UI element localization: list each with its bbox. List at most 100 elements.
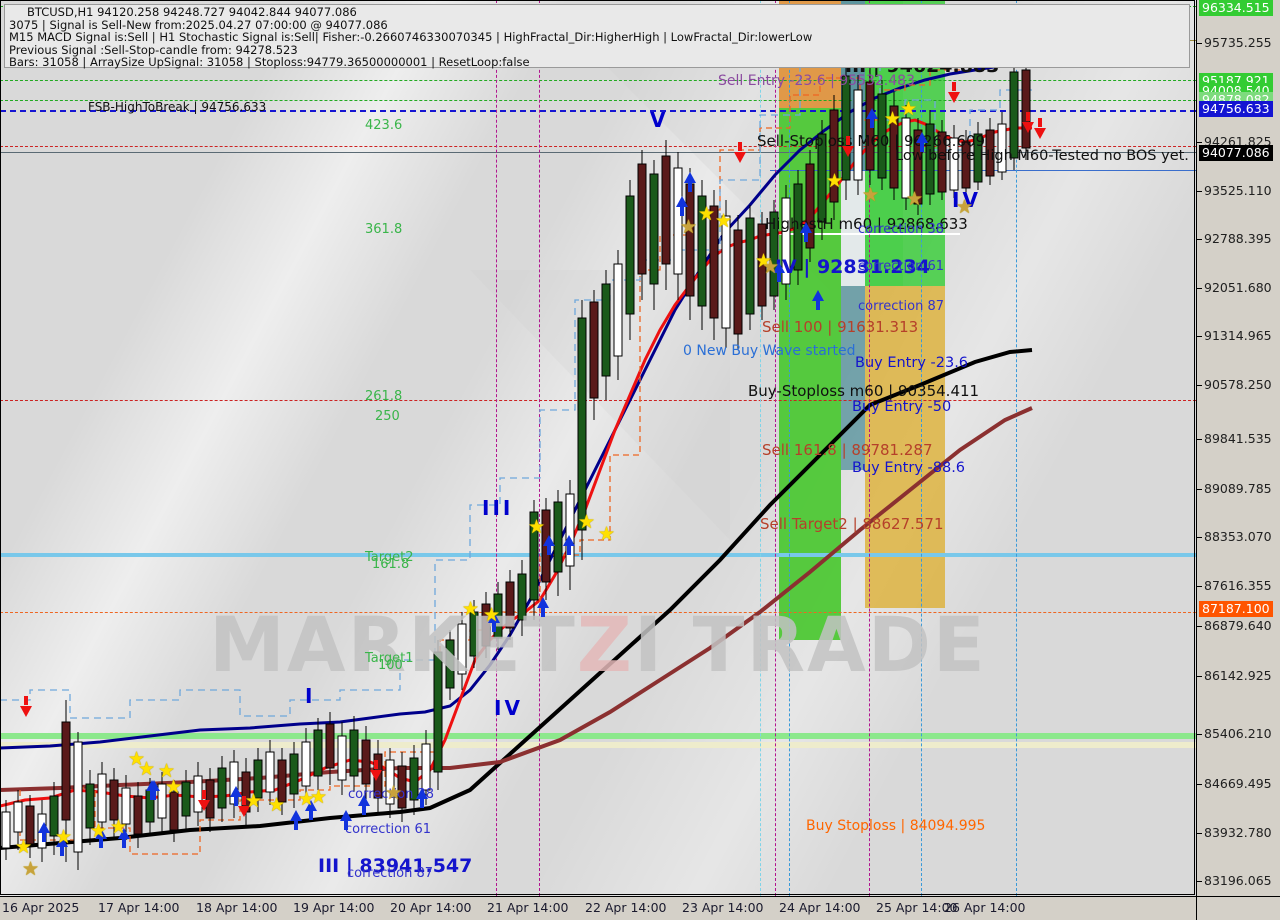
sell-arrow-6-stem xyxy=(846,136,850,145)
sell-arrow-5 xyxy=(1034,128,1046,139)
wave-label-v: V xyxy=(650,108,669,132)
price-tick-5: 91314.965 xyxy=(1197,328,1272,343)
wave-label-iv-left: IV xyxy=(494,696,523,720)
fractal-star-17: ★ xyxy=(128,748,146,770)
price-scale[interactable]: 96334.515 95735.255 95187.921 94008.540 … xyxy=(1196,0,1280,896)
sell-arrow-5-stem xyxy=(1038,118,1042,127)
chart-plot-area[interactable]: MARKETZI TRADE 423.6 361.8 261.8 250 Tar… xyxy=(0,0,1196,896)
fractal-star-27: ★ xyxy=(310,786,328,808)
ma-blue-line xyxy=(0,60,1033,750)
vline-magenta-4 xyxy=(869,0,870,896)
band-gold-1 xyxy=(779,0,841,640)
buy-arrow-18 xyxy=(290,810,302,821)
time-tick-5: 21 Apr 14:00 xyxy=(487,900,569,915)
buy-arrow-6 xyxy=(866,108,878,119)
vline-blue-2 xyxy=(921,0,922,896)
buy-arrow-21-stem xyxy=(362,806,366,815)
channel-lightblue-line xyxy=(0,29,1032,719)
sell-arrow-10-stem xyxy=(374,760,378,769)
vline-magenta-3 xyxy=(775,0,776,896)
time-tick-0: 16 Apr 2025 xyxy=(2,900,80,915)
buy-arrow-6-stem xyxy=(870,119,874,128)
hline-red-dashdot-2 xyxy=(0,400,1196,401)
buy-arrow-16-stem xyxy=(99,839,103,848)
fractal-star-23: ★ xyxy=(110,816,128,838)
fib-label-target1: Target1 xyxy=(365,651,414,666)
annotation-sell-100: Sell 100 | 91631.313 xyxy=(762,318,919,336)
buy-arrow-1 xyxy=(676,196,688,207)
fractal-star-12: ★ xyxy=(578,511,596,533)
price-tick-4: 92051.680 xyxy=(1197,280,1272,295)
fib-label-361: 361.8 xyxy=(365,222,403,237)
time-tick-9: 25 Apr 14:00 xyxy=(876,900,958,915)
info-line-4: Bars: 31058 | ArraySize UpSignal: 31058 … xyxy=(9,55,530,70)
annotation-sell-1618: Sell 161.8 | 89781.287 xyxy=(762,441,933,459)
fractal-star-29: ★ xyxy=(22,858,40,880)
sell-arrow-2-stem xyxy=(952,82,956,91)
fractal-star-11: ★ xyxy=(680,216,698,238)
time-tick-10: 26 Apr 14:00 xyxy=(944,900,1026,915)
annotation-correction-61-top: correction 61 xyxy=(858,259,944,274)
indicator-curves xyxy=(0,29,1033,855)
annotation-correction-87-bottom: correction 87 xyxy=(347,866,433,881)
sell-arrow-4-stem xyxy=(1026,112,1030,121)
vline-cyan-1 xyxy=(760,0,761,896)
annotation-new-buy-wave: 0 New Buy Wave started xyxy=(683,343,856,359)
band-white-1 xyxy=(841,170,865,286)
background-sheen xyxy=(0,0,1196,896)
fractal-star-26: ★ xyxy=(298,788,316,810)
fractal-star-19: ★ xyxy=(158,760,176,782)
info-line-2: M15 MACD Signal is:Sell | H1 Stochastic … xyxy=(9,30,813,45)
vline-magenta-1 xyxy=(496,0,497,896)
hline-blue-dash-1 xyxy=(0,110,1196,112)
buy-arrow-21 xyxy=(358,795,370,806)
fib-label-250: 250 xyxy=(375,409,400,424)
price-tick-14: 84669.495 xyxy=(1197,776,1272,791)
buy-arrow-15 xyxy=(56,836,68,847)
fractal-star-7: ★ xyxy=(698,203,716,225)
sell-arrow-7 xyxy=(20,706,32,717)
price-label-highlight-4: 94756.633 xyxy=(1199,101,1273,117)
annotation-low-before-high: Low before High M60-Tested no BOS yet. xyxy=(895,148,1189,164)
fractal-star-4: ★ xyxy=(862,184,880,206)
band-green-1 xyxy=(779,108,841,640)
buy-arrow-8-stem xyxy=(547,546,551,555)
buy-arrow-18-stem xyxy=(294,821,298,830)
fractal-star-6: ★ xyxy=(956,196,974,218)
price-tick-15: 83932.780 xyxy=(1197,825,1272,840)
fractal-star-21: ★ xyxy=(15,836,33,858)
band-gold-2 xyxy=(865,286,945,608)
buy-arrow-20-stem xyxy=(344,821,348,830)
price-tick-0: 95735.255 xyxy=(1197,35,1272,50)
hline-orange-dash-1 xyxy=(0,612,1196,613)
hline-green-band-1 xyxy=(0,733,1196,739)
fractal-star-13: ★ xyxy=(598,523,616,545)
price-tick-6: 90578.250 xyxy=(1197,377,1272,392)
buy-arrow-7 xyxy=(916,132,928,143)
time-scale[interactable]: 16 Apr 2025 17 Apr 14:00 18 Apr 14:00 19… xyxy=(0,896,1196,920)
buy-arrow-7-stem xyxy=(920,143,924,152)
hline-blue-solid-1 xyxy=(770,170,1196,171)
fib-label-100: 100 xyxy=(378,658,403,673)
wave-label-iv-right: IV xyxy=(952,188,981,212)
vline-blue-1 xyxy=(789,0,790,896)
price-tick-8: 89089.785 xyxy=(1197,481,1272,496)
sell-arrow-8 xyxy=(198,800,210,811)
hline-cream-1 xyxy=(0,742,1196,748)
sell-arrow-8-stem xyxy=(202,790,206,799)
buy-arrow-19 xyxy=(305,800,317,811)
fractal-star-1: ★ xyxy=(884,108,902,130)
annotation-buy-stoploss: Buy Stoploss | 84094.995 xyxy=(806,818,986,834)
buy-arrow-10-stem xyxy=(492,623,496,632)
buy-arrow-5 xyxy=(684,172,696,183)
buy-arrow-2-stem xyxy=(804,233,808,242)
price-tick-16: 83196.065 xyxy=(1197,873,1272,888)
wave-label-iii-mid: III xyxy=(482,496,514,520)
buy-arrow-12 xyxy=(146,780,158,791)
price-label-highlight-0: 96334.515 xyxy=(1199,0,1273,16)
buy-arrow-11-stem xyxy=(541,608,545,617)
watermark-shape xyxy=(470,50,830,540)
price-tick-9: 88353.070 xyxy=(1197,529,1272,544)
price-tick-12: 86142.925 xyxy=(1197,668,1272,683)
time-tick-2: 18 Apr 14:00 xyxy=(196,900,278,915)
